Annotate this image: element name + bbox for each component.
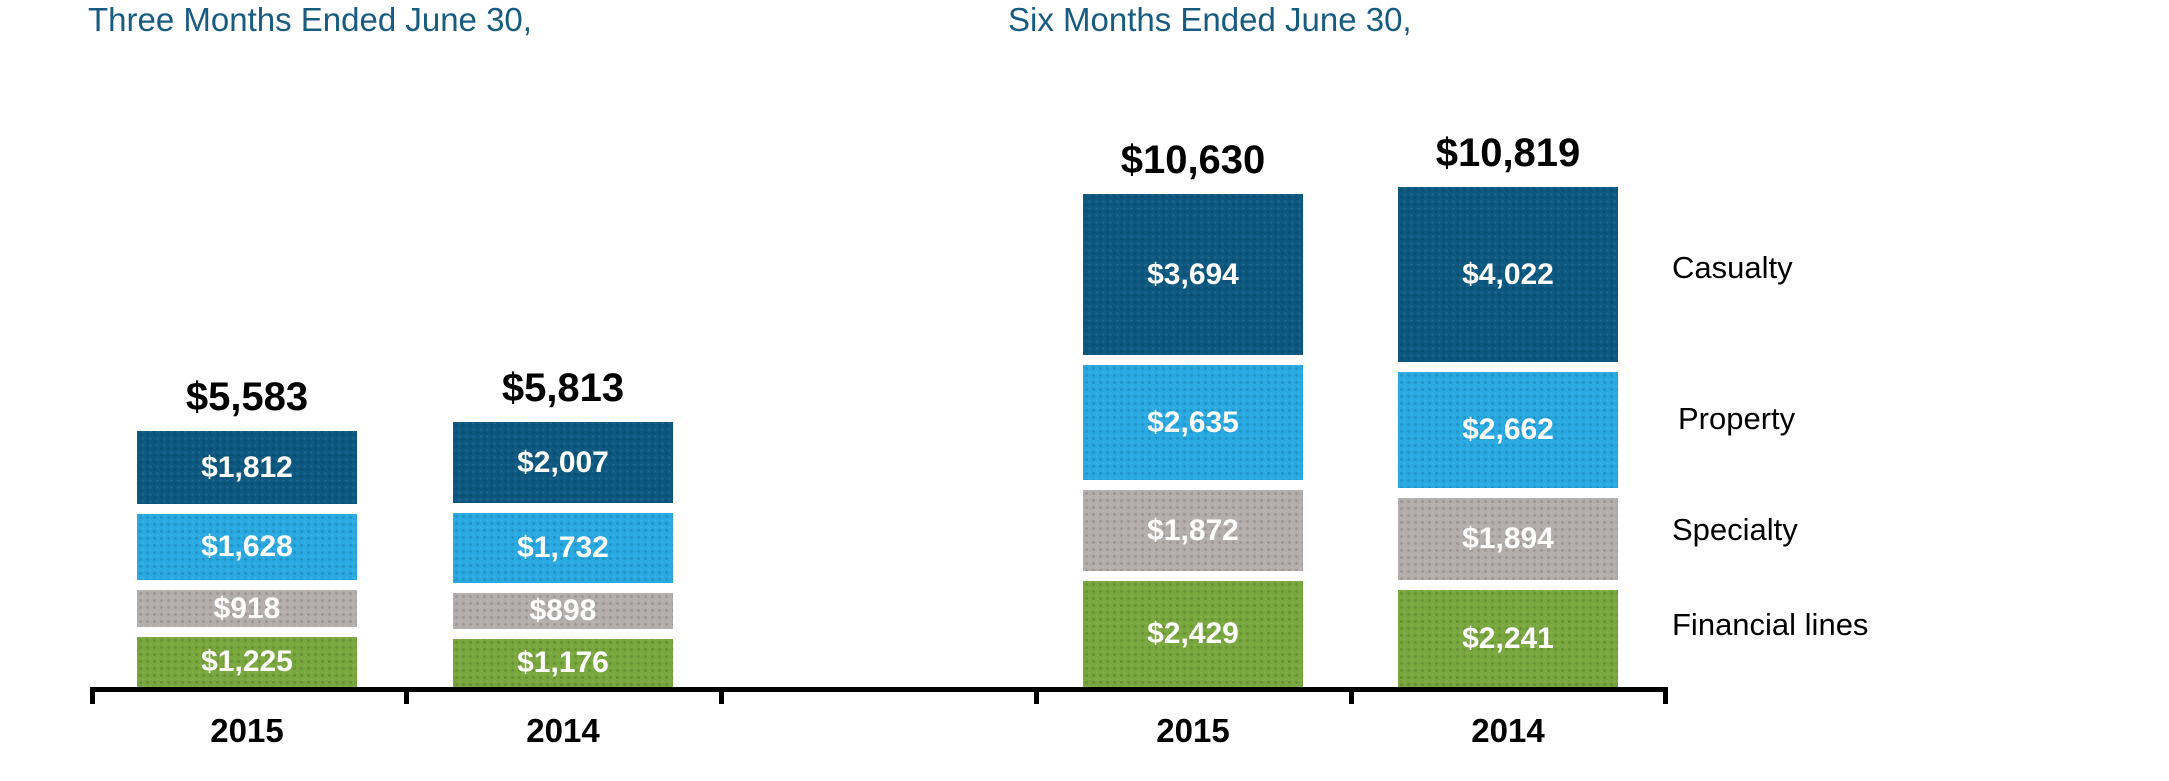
segment-value-label: $3,694 <box>1147 257 1239 291</box>
segment-value-label: $2,635 <box>1147 405 1239 439</box>
bar-total-label: $5,583 <box>185 375 309 419</box>
axis-tick <box>404 687 409 704</box>
segment-specialty: $918 <box>137 590 357 627</box>
segment-financial-lines: $2,429 <box>1083 581 1303 687</box>
axis-tick <box>90 687 95 704</box>
segment-value-label: $2,429 <box>1147 617 1239 650</box>
right-chart-title: Six Months Ended June 30, <box>1008 1 1412 38</box>
axis-tick <box>1663 687 1668 704</box>
legend-label-property: Property <box>1678 401 1796 436</box>
segment-specialty: $898 <box>453 593 673 629</box>
segment-value-label: $4,022 <box>1462 257 1554 291</box>
segment-casualty: $3,694 <box>1083 194 1303 355</box>
stacked-bar-2015-chart0: $5,583 $1,812 $1,628 $918 $1,225 <box>137 377 357 687</box>
axis-tick <box>1034 687 1039 704</box>
segment-property: $1,732 <box>453 513 673 583</box>
segment-casualty: $2,007 <box>453 422 673 503</box>
x-axis-label-2015: 2015 <box>1156 712 1230 749</box>
x-axis-label-2014: 2014 <box>1471 712 1545 749</box>
stacked-bar-2014-chart0: $5,813 $2,007 $1,732 $898 $1,176 <box>453 368 673 687</box>
segment-value-label: $898 <box>529 594 597 627</box>
legend-label-financial-lines: Financial lines <box>1672 607 1869 642</box>
segment-specialty: $1,894 <box>1398 498 1618 580</box>
segment-value-label: $1,225 <box>201 645 293 678</box>
segment-specialty: $1,872 <box>1083 490 1303 571</box>
segment-property: $2,662 <box>1398 372 1618 488</box>
stacked-bar-2014-chart1: $10,819 $4,022 $2,662 $1,894 $2,241 <box>1398 133 1618 687</box>
segment-value-label: $2,241 <box>1462 621 1554 655</box>
x-axis-label-2014: 2014 <box>526 712 600 749</box>
segment-value-label: $1,812 <box>201 450 293 484</box>
segment-financial-lines: $1,225 <box>137 637 357 687</box>
segment-value-label: $1,628 <box>201 530 293 563</box>
bar-total-label: $10,819 <box>1435 131 1581 175</box>
segment-financial-lines: $1,176 <box>453 639 673 687</box>
legend-label-casualty: Casualty <box>1672 250 1793 285</box>
segment-financial-lines: $2,241 <box>1398 590 1618 687</box>
x-axis-line <box>90 687 1668 692</box>
segment-value-label: $2,007 <box>517 445 609 479</box>
segment-value-label: $918 <box>213 591 281 625</box>
segment-property: $2,635 <box>1083 365 1303 480</box>
x-axis-label-2015: 2015 <box>210 712 284 749</box>
bar-total-label: $10,630 <box>1120 138 1266 182</box>
segment-casualty: $4,022 <box>1398 187 1618 362</box>
legend-label-specialty: Specialty <box>1672 512 1798 547</box>
segment-value-label: $1,894 <box>1462 522 1554 555</box>
axis-tick <box>719 687 724 704</box>
segment-value-label: $2,662 <box>1462 413 1554 446</box>
stacked-bar-2015-chart1: $10,630 $3,694 $2,635 $1,872 $2,429 <box>1083 140 1303 687</box>
segment-property: $1,628 <box>137 514 357 580</box>
segment-casualty: $1,812 <box>137 431 357 504</box>
segment-value-label: $1,176 <box>517 646 609 679</box>
bar-total-label: $5,813 <box>501 366 625 410</box>
segment-value-label: $1,872 <box>1147 513 1239 547</box>
segment-value-label: $1,732 <box>517 531 609 564</box>
axis-tick <box>1349 687 1354 704</box>
left-chart-title: Three Months Ended June 30, <box>88 1 532 38</box>
